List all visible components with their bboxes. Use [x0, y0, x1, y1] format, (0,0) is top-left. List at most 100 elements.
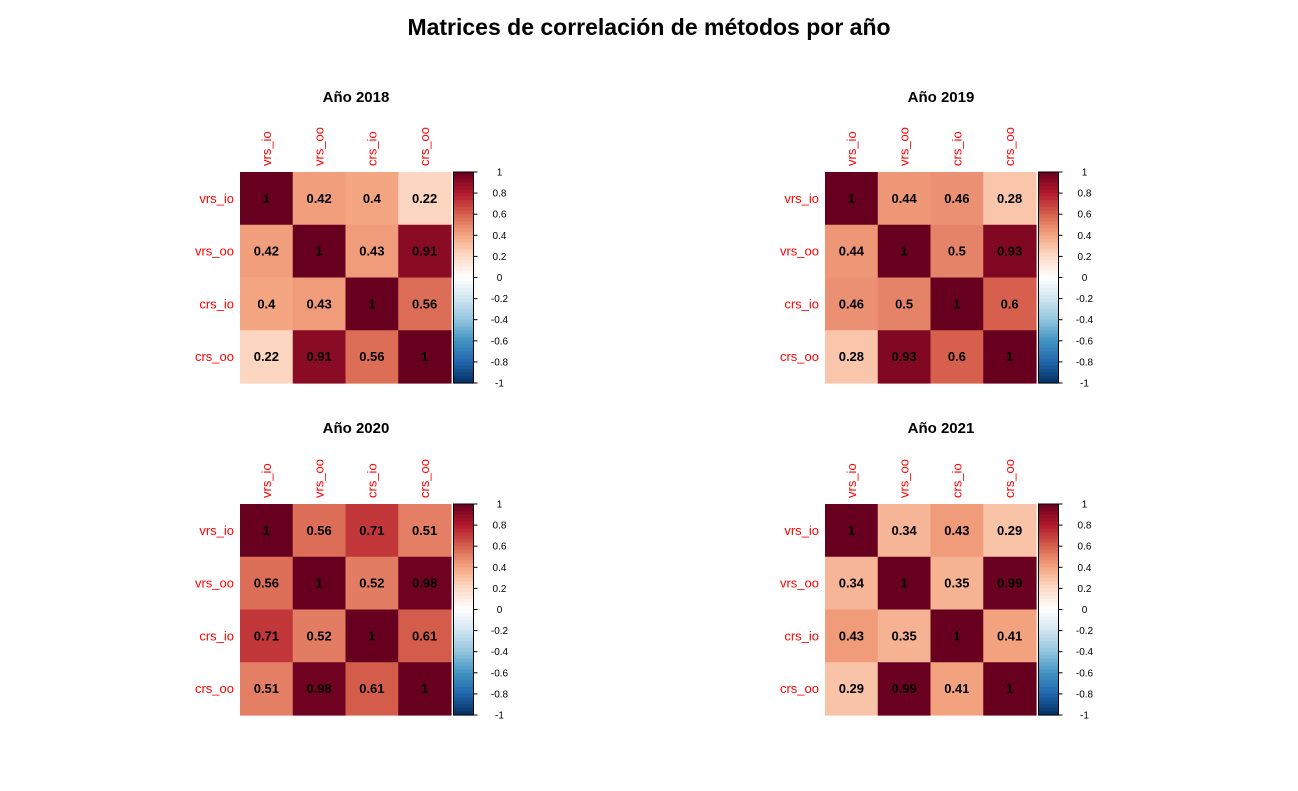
colorbar-segment	[1038, 679, 1059, 684]
row-label: crs_io	[199, 296, 234, 311]
colorbar-segment	[453, 312, 474, 317]
colorbar-segment	[453, 365, 474, 370]
colorbar-segment	[453, 634, 474, 639]
heatmap-cell	[930, 224, 984, 279]
cell-value-label: 0.34	[891, 523, 917, 538]
colorbar-segment	[453, 323, 474, 328]
colorbar-segment	[1038, 288, 1059, 293]
colorbar-segment	[453, 309, 474, 314]
cell-value-label: 1	[848, 523, 855, 538]
colorbar-segment	[1038, 700, 1059, 706]
colorbar-tick-label: 0	[1082, 273, 1088, 284]
row-label: crs_oo	[195, 349, 234, 364]
cell-value-label: 1	[953, 296, 960, 311]
colorbar-segment	[453, 224, 474, 229]
cell-value-label: 1	[1006, 349, 1013, 364]
colorbar-segment	[453, 340, 474, 345]
colorbar-segment	[453, 504, 474, 509]
colorbar-segment	[1038, 295, 1059, 300]
colorbar-tick-label: 0.6	[493, 542, 507, 553]
colorbar-segment	[453, 270, 474, 275]
cell-value-label: 0.35	[891, 628, 916, 643]
row-label: vrs_io	[784, 523, 819, 538]
colorbar-tick-label: 0.4	[493, 563, 507, 574]
colorbar-segment	[453, 613, 474, 618]
heatmap-cell	[292, 556, 347, 611]
colorbar-segment	[453, 207, 474, 212]
colorbar-segment	[453, 252, 474, 257]
colorbar-tick-label: 0	[497, 273, 503, 284]
cell-value-label: 0.61	[412, 628, 437, 643]
cell-value-label: 1	[901, 244, 908, 259]
colorbar-segment	[1038, 186, 1059, 191]
colorbar-tick-label: 0.4	[1078, 231, 1092, 242]
column-label: vrs_io	[844, 131, 859, 166]
colorbar-segment	[1038, 333, 1059, 338]
cell-value-label: 0.52	[306, 628, 331, 643]
heatmap-cell	[877, 172, 932, 226]
colorbar-segment	[453, 711, 474, 716]
colorbar-segment	[453, 556, 474, 561]
colorbar-segment	[453, 693, 474, 699]
colorbar-segment	[453, 581, 474, 586]
column-label: vrs_io	[259, 131, 274, 166]
colorbar-segment	[453, 665, 474, 670]
cell-value-label: 0.93	[997, 244, 1022, 259]
colorbar-segment	[1038, 221, 1059, 226]
colorbar-tick-label: -1	[495, 711, 504, 722]
colorbar-segment	[1038, 627, 1059, 632]
cell-value-label: 0.41	[944, 681, 969, 696]
colorbar-segment	[453, 284, 474, 289]
colorbar-segment	[1038, 686, 1059, 691]
colorbar-segment	[1038, 238, 1059, 243]
colorbar-segment	[453, 221, 474, 226]
row-label: crs_io	[784, 296, 819, 311]
column-label: vrs_io	[844, 463, 859, 498]
heatmap-cell	[292, 330, 347, 384]
cell-value-label: 1	[421, 681, 428, 696]
colorbar-segment	[453, 193, 474, 198]
heatmap-cell	[398, 662, 452, 716]
cell-value-label: 1	[263, 191, 270, 206]
cell-value-label: 0.99	[891, 681, 916, 696]
colorbar-segment	[1038, 224, 1059, 229]
colorbar-segment	[1038, 563, 1059, 568]
colorbar-segment	[1038, 634, 1059, 639]
colorbar-tick-label: -0.4	[1076, 315, 1094, 326]
colorbar-segment	[1038, 368, 1059, 374]
colorbar-segment	[453, 375, 474, 381]
colorbar-segment	[453, 553, 474, 558]
colorbar-segment	[1038, 249, 1059, 254]
colorbar-tick-label: -0.8	[491, 357, 509, 368]
colorbar-segment	[1038, 514, 1059, 519]
colorbar-tick-label: 0.2	[493, 584, 507, 595]
colorbar-segment	[1038, 347, 1059, 352]
cell-value-label: 1	[316, 244, 323, 259]
colorbar-tick-label: 0.6	[493, 210, 507, 221]
colorbar-segment	[1038, 613, 1059, 618]
column-label: vrs_oo	[312, 127, 327, 166]
colorbar-segment	[453, 584, 474, 589]
colorbar-segment	[1038, 228, 1059, 233]
colorbar-segment	[1038, 707, 1059, 713]
cell-value-label: 0.43	[944, 523, 969, 538]
cell-value-label: 1	[953, 628, 960, 643]
colorbar-segment	[453, 690, 474, 695]
cell-value-label: 1	[263, 523, 270, 538]
colorbar-segment	[1038, 546, 1059, 551]
heatmap-cell	[877, 662, 932, 716]
colorbar-segment	[453, 627, 474, 632]
colorbar-segment	[1038, 651, 1059, 656]
colorbar-segment	[1038, 620, 1059, 625]
colorbar-segment	[453, 288, 474, 293]
cell-value-label: 0.43	[839, 628, 864, 643]
colorbar-segment	[453, 697, 474, 702]
colorbar-segment	[1038, 379, 1059, 384]
colorbar-segment	[453, 648, 474, 653]
colorbar-segment	[1038, 669, 1059, 674]
colorbar-segment	[1038, 591, 1059, 597]
colorbar-segment	[1038, 291, 1059, 296]
cell-value-label: 0.5	[895, 296, 913, 311]
